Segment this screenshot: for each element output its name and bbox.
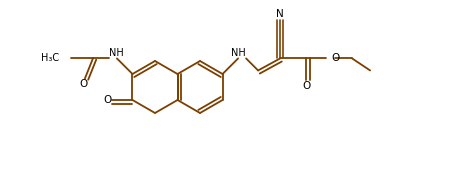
Text: O: O bbox=[330, 53, 339, 63]
Text: H₃C: H₃C bbox=[40, 53, 59, 63]
Text: N: N bbox=[276, 9, 283, 19]
Text: O: O bbox=[103, 95, 111, 105]
Text: NH: NH bbox=[108, 48, 123, 58]
Text: NH: NH bbox=[230, 48, 245, 58]
Text: O: O bbox=[301, 81, 309, 92]
Text: O: O bbox=[80, 79, 88, 89]
